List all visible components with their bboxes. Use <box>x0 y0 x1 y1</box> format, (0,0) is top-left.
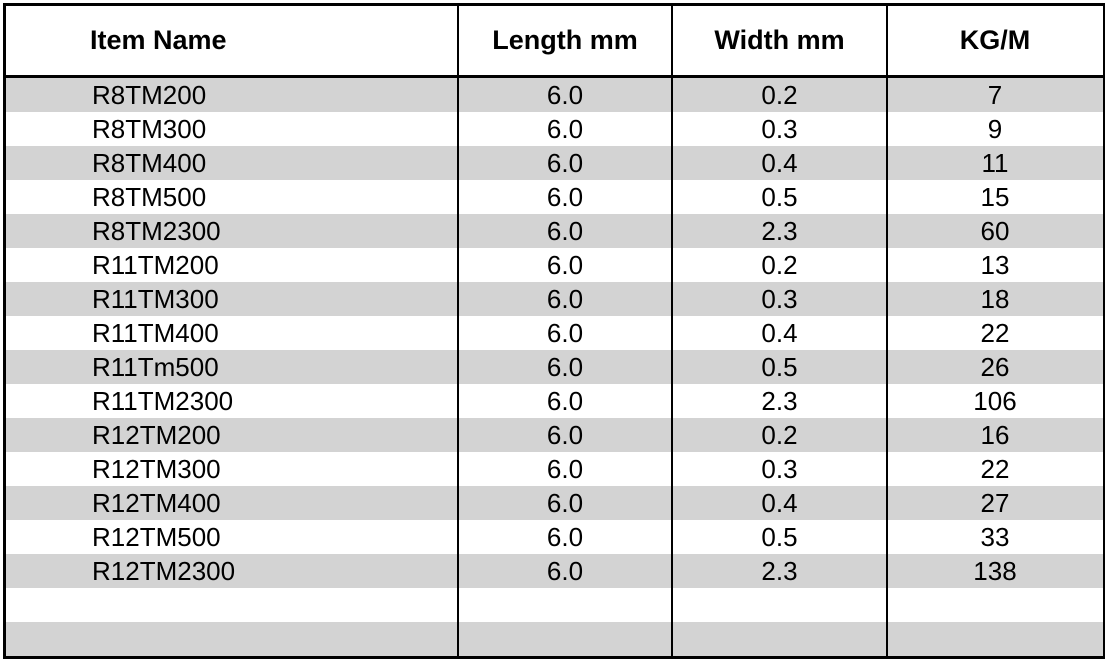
table-cell: 0.4 <box>761 487 798 518</box>
table-cell: 18 <box>980 283 1010 314</box>
table-cell: 9 <box>987 113 1003 144</box>
table-cell: 6.0 <box>546 555 584 586</box>
table-cell: 0.3 <box>761 453 798 484</box>
table-row: R11TM200 6.0 0.2 13 <box>6 248 1103 282</box>
table-cell: 0.2 <box>761 419 798 450</box>
table-cell: R11TM300 <box>92 283 219 314</box>
table-cell: 13 <box>980 249 1010 280</box>
table-cell: 7 <box>987 79 1003 110</box>
table-row: R12TM2300 6.0 2.3 138 <box>6 554 1103 588</box>
table-cell: 6.0 <box>546 79 584 110</box>
header-cell: KG/M <box>959 25 1031 55</box>
table-row: R11TM2300 6.0 2.3 106 <box>6 384 1103 418</box>
table-row: R12TM300 6.0 0.3 22 <box>6 452 1103 486</box>
table-cell: 16 <box>980 419 1010 450</box>
table-cell: 6.0 <box>546 317 584 348</box>
table-cell: R11TM2300 <box>92 385 234 416</box>
table-cell: 6.0 <box>546 385 584 416</box>
table-row: R8TM500 6.0 0.5 15 <box>6 180 1103 214</box>
table-row: R11TM300 6.0 0.3 18 <box>6 282 1103 316</box>
table-cell: 0.2 <box>761 79 798 110</box>
table-cell: 6.0 <box>546 249 584 280</box>
table-cell: 0.3 <box>761 113 798 144</box>
table-row <box>6 622 1103 656</box>
table-cell: 0.4 <box>761 147 798 178</box>
table-cell: 6.0 <box>546 419 584 450</box>
table-cell: 33 <box>980 521 1010 552</box>
header-cell: Width mm <box>714 25 845 55</box>
table-cell: 2.3 <box>761 555 798 586</box>
table-cell: 0.5 <box>761 521 798 552</box>
table-cell: 6.0 <box>546 215 584 246</box>
table-cell: 27 <box>980 487 1010 518</box>
column-divider <box>886 6 888 656</box>
table-cell: 6.0 <box>546 113 584 144</box>
table-cell: R8TM300 <box>92 113 207 144</box>
table-cell: 6.0 <box>546 453 584 484</box>
column-divider <box>671 6 673 656</box>
table-row: R8TM400 6.0 0.4 11 <box>6 146 1103 180</box>
table-cell: 106 <box>973 385 1017 416</box>
table-cell: R11Tm500 <box>92 351 219 382</box>
table-cell: 6.0 <box>546 283 584 314</box>
table-row: R8TM300 6.0 0.3 9 <box>6 112 1103 146</box>
table-cell: R8TM400 <box>92 147 207 178</box>
table-cell: 26 <box>980 351 1010 382</box>
table-cell: R12TM300 <box>92 453 221 484</box>
table-cell: 2.3 <box>761 385 798 416</box>
table-cell: R8TM2300 <box>92 215 221 246</box>
table-cell: 15 <box>980 181 1010 212</box>
table-cell: 0.5 <box>761 181 798 212</box>
table-cell: R8TM500 <box>92 181 207 212</box>
table-cell: R12TM400 <box>92 487 221 518</box>
table-cell: R11TM200 <box>92 249 219 280</box>
table-cell: 22 <box>980 453 1010 484</box>
table-cell: 11 <box>981 147 1009 178</box>
column-divider <box>457 6 459 656</box>
table-cell: 6.0 <box>546 521 584 552</box>
table-cell: R12TM2300 <box>92 555 236 586</box>
table-row: R11TM400 6.0 0.4 22 <box>6 316 1103 350</box>
table-cell: R8TM200 <box>92 79 207 110</box>
table-cell: 60 <box>980 215 1010 246</box>
table-cell: 22 <box>980 317 1010 348</box>
table-row: R12TM400 6.0 0.4 27 <box>6 486 1103 520</box>
header-cell: Item Name <box>90 25 227 55</box>
header-cell: Length mm <box>492 25 638 55</box>
table-cell: 0.2 <box>761 249 798 280</box>
table-cell: 6.0 <box>546 147 584 178</box>
table-cell: 0.3 <box>761 283 798 314</box>
table-cell: R12TM200 <box>92 419 221 450</box>
table-cell: 6.0 <box>546 181 584 212</box>
header-row: Item Name Length mm Width mm KG/M <box>6 6 1103 75</box>
table-row: R12TM200 6.0 0.2 16 <box>6 418 1103 452</box>
table-cell: 0.5 <box>761 351 798 382</box>
table-row: R8TM2300 6.0 2.3 60 <box>6 214 1103 248</box>
table-cell: 0.4 <box>761 317 798 348</box>
table-cell: 6.0 <box>546 351 584 382</box>
table-row: R11Tm500 6.0 0.5 26 <box>6 350 1103 384</box>
table-cell: 2.3 <box>761 215 798 246</box>
table-cell: R12TM500 <box>92 521 221 552</box>
header-divider <box>6 75 1103 78</box>
table-cell: R11TM400 <box>92 317 219 348</box>
table-cell: 6.0 <box>546 487 584 518</box>
table-row <box>6 588 1103 622</box>
table-cell: 138 <box>973 555 1017 586</box>
table: Item Name Length mm Width mm KG/M R8TM200 6.0… <box>3 3 1105 659</box>
table-row: R8TM200 6.0 0.2 7 <box>6 78 1103 112</box>
table-row: R12TM500 6.0 0.5 33 <box>6 520 1103 554</box>
